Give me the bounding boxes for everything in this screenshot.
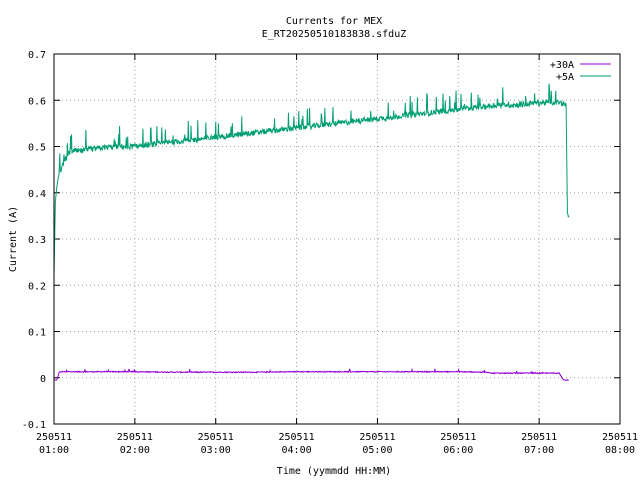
chart-title: Currents for MEX [286, 16, 382, 27]
y-tick-label: 0.4 [28, 189, 46, 200]
y-tick-label: 0.6 [28, 96, 46, 107]
y-tick-label: 0.2 [28, 281, 46, 292]
y-tick-label: 0.7 [28, 50, 46, 61]
series-layer [53, 83, 570, 382]
x-axis-ticks: 250511 01:00 250511 02:00 250511 03:00 250511 0… [36, 54, 638, 456]
x-tick-label-date: 250511 [117, 432, 153, 443]
y-axis-label: Current (A) [8, 206, 19, 272]
x-tick-label-date: 250511 [36, 432, 72, 443]
legend-label: +30A [550, 60, 574, 71]
y-tick-label: -0.1 [22, 420, 46, 431]
legend: +30A+5A [550, 60, 611, 83]
x-axis-label: Time (yymmdd HH:MM) [277, 466, 391, 477]
x-tick-label-time: 07:00 [524, 445, 554, 456]
series-line-plus5a [53, 83, 570, 277]
x-tick-label-date: 250511 [440, 432, 476, 443]
y-tick-label: 0.1 [28, 328, 46, 339]
y-tick-label: 0 [40, 374, 46, 385]
x-tick-label-time: 04:00 [282, 445, 312, 456]
x-tick-label-date: 250511 [602, 432, 638, 443]
y-tick-label: 0.3 [28, 235, 46, 246]
y-tick-label: 0.5 [28, 143, 46, 154]
series-line-plus30a [54, 367, 569, 382]
plot-frame [53, 53, 621, 425]
x-tick-label-time: 02:00 [120, 445, 150, 456]
x-tick-label-date: 250511 [521, 432, 557, 443]
x-tick-label-date: 250511 [198, 432, 234, 443]
x-tick-label-time: 08:00 [605, 445, 635, 456]
grid [54, 54, 620, 424]
y-axis-ticks: -0.1 0 0.1 0.2 0.3 0.4 0.5 0.6 0.7 [22, 50, 620, 431]
chart-subtitle: E_RT20250510183838.sfduZ [262, 29, 407, 40]
legend-label: +5A [556, 72, 574, 83]
x-tick-label-date: 250511 [359, 432, 395, 443]
x-tick-label-date: 250511 [279, 432, 315, 443]
x-tick-label-time: 01:00 [39, 445, 69, 456]
x-tick-label-time: 03:00 [201, 445, 231, 456]
x-tick-label-time: 05:00 [362, 445, 392, 456]
x-tick-label-time: 06:00 [443, 445, 473, 456]
